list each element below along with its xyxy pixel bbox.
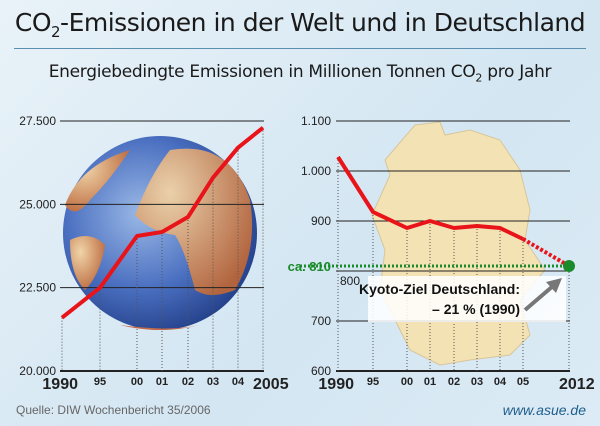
germany-map bbox=[371, 121, 546, 366]
x-tick-label: 95 bbox=[367, 376, 379, 388]
x-tick-label: 01 bbox=[424, 376, 436, 388]
arrow-icon bbox=[523, 284, 555, 312]
x-tick-label: 05 bbox=[517, 376, 529, 388]
y-tick-label: 1.100 bbox=[301, 114, 331, 128]
series-line bbox=[60, 126, 265, 320]
y-tick-label: 600 bbox=[311, 364, 331, 378]
x-tick-label: 03 bbox=[471, 376, 483, 388]
series-line bbox=[336, 155, 524, 241]
title-prefix: CO bbox=[14, 8, 52, 37]
x-tick-label: 01 bbox=[156, 376, 168, 388]
target-label: ca. 810 bbox=[288, 259, 331, 274]
annotation-line2: – 21 % (1990) bbox=[432, 301, 520, 317]
y-tick-label: 27.500 bbox=[19, 114, 56, 128]
x-tick-label: 95 bbox=[94, 376, 106, 388]
y-tick-label: 20.000 bbox=[19, 364, 56, 378]
subtitle-subscript: 2 bbox=[475, 71, 483, 85]
x-tick-label: 04 bbox=[232, 376, 245, 388]
subtitle-prefix: Energiebedingte Emissionen in Millionen … bbox=[48, 62, 476, 82]
world-chart: 20.000 22.500 25.000 27.500 1990 95 00 01 02 03 04… bbox=[19, 114, 288, 393]
subtitle-suffix: pro Jahr bbox=[482, 62, 552, 82]
x-tick-label: 00 bbox=[401, 376, 413, 388]
chart-subtitle: Energiebedingte Emissionen in Millionen … bbox=[0, 62, 600, 84]
germany-chart: 600 700 800 900 1.000 1.100 1990 95 00 01 02 03 04 05… bbox=[288, 114, 595, 393]
x-tick-label: 2005 bbox=[253, 376, 289, 393]
x-tick-label: 1990 bbox=[42, 376, 78, 393]
title-suffix: -Emissionen in der Welt und in Deutschla… bbox=[60, 8, 586, 37]
y-tick-label: 22.500 bbox=[19, 281, 56, 295]
x-tick-label: 04 bbox=[494, 376, 507, 388]
website-link[interactable]: www.asue.de bbox=[502, 402, 586, 418]
y-tick-label: 1.000 bbox=[301, 164, 331, 178]
annotation-line1: Kyoto-Ziel Deutschland: bbox=[359, 281, 520, 297]
x-tick-label: 00 bbox=[131, 376, 143, 388]
y-tick-label: 900 bbox=[311, 214, 331, 228]
y-tick-label: 25.000 bbox=[19, 197, 56, 211]
title-subscript: 2 bbox=[51, 23, 61, 41]
annotation-box bbox=[368, 276, 566, 322]
x-tick-label: 1990 bbox=[318, 376, 354, 393]
source-note: Quelle: DIW Wochenbericht 35/2006 bbox=[16, 403, 211, 417]
x-tick-label: 02 bbox=[448, 376, 460, 388]
arrow-head-icon bbox=[546, 278, 562, 293]
x-tick-label: 03 bbox=[207, 376, 219, 388]
page-title: CO2-Emissionen in der Welt und in Deutsc… bbox=[0, 8, 600, 41]
x-tick-label: 02 bbox=[182, 376, 194, 388]
projection-line bbox=[521, 237, 571, 268]
y-tick-label: 800 bbox=[340, 274, 360, 288]
target-point bbox=[563, 260, 575, 272]
x-tick-label: 2012 bbox=[559, 376, 595, 393]
y-tick-label: 700 bbox=[311, 314, 331, 328]
title-divider bbox=[14, 48, 586, 49]
